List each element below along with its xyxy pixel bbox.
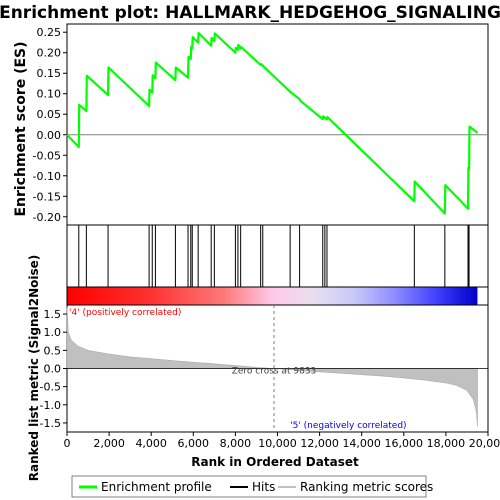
rank-heat-bar-tail xyxy=(477,287,488,305)
hits-area xyxy=(66,224,489,288)
x-tick-label: 8,000 xyxy=(220,437,252,450)
metric-tick-label: 0.0 xyxy=(44,363,62,376)
es-axis-label: Enrichment score (ES) xyxy=(13,41,29,216)
es-tick-label: -0.10 xyxy=(33,170,61,183)
metric-tick-label: 1.0 xyxy=(44,326,62,339)
es-plot-area xyxy=(66,23,489,226)
x-tick-label: 4,000 xyxy=(135,437,167,450)
enrichment-panel: 0.25 0.20 0.15 0.10 0.05 0.00 -0.05 -0.10 -0.15 -… xyxy=(33,23,489,226)
x-tick-label: 16,000 xyxy=(385,437,424,450)
es-tick-label: -0.15 xyxy=(33,190,61,203)
ranking-metric-area xyxy=(66,306,478,427)
x-tick-label: 12,000 xyxy=(300,437,339,450)
es-tick-label: 0.15 xyxy=(37,67,62,80)
metric-axis-label: Ranked list metric (Signal2Noise) xyxy=(27,255,41,482)
chart-title: Enrichment plot: HALLMARK_HEDGEHOG_SIGNA… xyxy=(0,3,500,23)
negative-label: '5' (negatively correlated) xyxy=(290,421,406,431)
rank-heat-bar xyxy=(67,287,478,305)
es-tick-label: 0.00 xyxy=(37,129,62,142)
hits-panel xyxy=(66,224,489,306)
positive-label: '4' (positively correlated) xyxy=(69,308,181,318)
es-tick-label: -0.20 xyxy=(33,211,61,224)
legend-label-enrichment: Enrichment profile xyxy=(101,480,212,494)
zero-cross-label: Zero cross at 9833 xyxy=(232,367,317,377)
x-tick-label: 18,000 xyxy=(427,437,466,450)
ranking-metric-panel: 1.5 1.0 0.5 0.0 -0.5 -1.0 -1.5 Zero cross at 98… xyxy=(40,304,489,433)
x-tick-label: 10,000 xyxy=(258,437,297,450)
metric-tick-label: -1.0 xyxy=(40,399,61,412)
x-axis-label: Rank in Ordered Dataset xyxy=(191,455,359,469)
metric-tick-label: -1.5 xyxy=(40,417,61,430)
metric-tick-label: 0.5 xyxy=(44,344,62,357)
legend-label-hits: Hits xyxy=(252,480,275,494)
x-tick-label: 6,000 xyxy=(178,437,210,450)
metric-tick-label: 1.5 xyxy=(44,308,62,321)
x-axis: 0 2,000 4,000 6,000 8,000 10,000 12,000 14,000 1… xyxy=(64,432,500,450)
x-tick-label: 2,000 xyxy=(93,437,125,450)
es-tick-label: -0.05 xyxy=(33,149,61,162)
es-tick-label: 0.25 xyxy=(37,26,62,39)
legend-label-metric: Ranking metric scores xyxy=(300,480,433,494)
es-tick-label: 0.20 xyxy=(37,47,62,60)
x-tick-label: 14,000 xyxy=(342,437,381,450)
enrichment-profile-line xyxy=(66,31,479,215)
x-tick-label: 20,000 xyxy=(469,437,500,450)
metric-tick-label: -0.5 xyxy=(40,381,61,394)
es-tick-label: 0.05 xyxy=(37,108,62,121)
legend: Enrichment profile Hits Ranking metric s… xyxy=(71,475,433,498)
es-tick-label: 0.10 xyxy=(37,88,62,101)
x-tick-label: 0 xyxy=(64,437,71,450)
